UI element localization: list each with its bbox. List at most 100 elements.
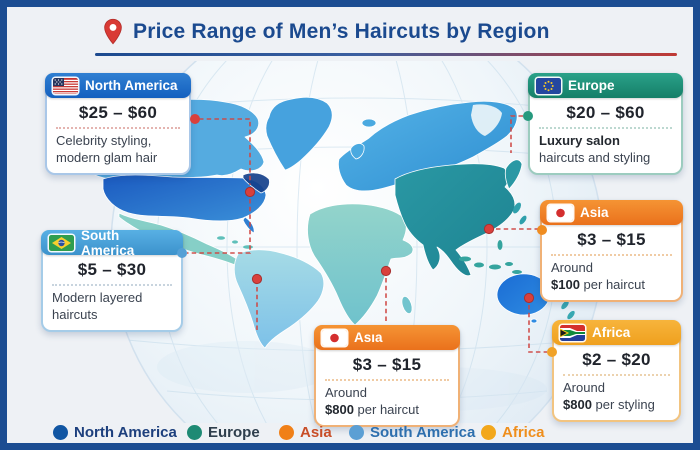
card-europe: Europe $20 – $60 Luxury salon haircuts a… [528, 73, 683, 176]
card-asia-east: Asia $3 – $15 Around $100 per haircut [540, 200, 683, 303]
region-label: North America [85, 78, 178, 93]
connector-dot-asia [537, 225, 547, 235]
card-divider [52, 284, 172, 286]
price-value: $5 – $30 [77, 260, 147, 279]
legend-dot-africa [481, 424, 496, 440]
card-north-america: North America $25 – $60 Celebrity stylin… [45, 73, 191, 176]
legend-dot-south-america [349, 424, 364, 440]
card-europe-header: Europe [528, 73, 683, 98]
legend-dot-north-america [53, 424, 68, 440]
card-asia-south: Asıa $3 – $15 Around $800 per haircut [314, 325, 460, 428]
card-africa: Africa $2 – $20 Around $800 per styling [552, 320, 681, 423]
card-description: Luxury salon haircuts and styling [539, 133, 651, 165]
connector-dot-europe [523, 111, 533, 121]
card-south-america: South America $5 – $30 Modern layered ha… [41, 227, 183, 333]
card-description: Around $800 per haircut [325, 385, 419, 417]
continent-south-america [233, 249, 325, 349]
legend-label-south-america: South America [370, 423, 476, 441]
connector-dot-south-america [177, 248, 187, 258]
card-asia-south-body: $3 – $15 Around $800 per haircut [316, 350, 458, 425]
region-label: South America [81, 227, 135, 258]
legend-dot-europe [187, 424, 202, 440]
japan-flag-icon [548, 204, 573, 221]
card-description: Around $800 per styling [563, 380, 655, 412]
south-africa-flag-icon [560, 324, 585, 341]
card-divider [563, 374, 670, 376]
connector-australia-to-africa-card [528, 305, 547, 353]
map-marker-north-america [244, 186, 256, 198]
region-label: Europe [568, 78, 615, 93]
price-value: $2 – $20 [582, 350, 651, 369]
eu-flag-icon [536, 77, 561, 94]
region-scandinavia [471, 104, 502, 136]
card-north-america-header: North America [45, 73, 191, 98]
region-usa-florida [242, 216, 255, 234]
legend-label-north-america: North America [74, 423, 177, 441]
japan-flag-icon [322, 329, 347, 346]
connector-north-america [199, 118, 251, 185]
region-usa [102, 174, 267, 222]
price-value: $3 – $15 [577, 230, 646, 249]
region-label: Asıa [354, 330, 383, 345]
legend-label-europe: Europe [208, 423, 260, 441]
card-europe-body: $20 – $60 Luxury salon haircuts and styl… [530, 98, 681, 173]
card-south-america-header: South America [41, 227, 183, 258]
legend-label-africa: Africa [502, 423, 545, 441]
connector-dot-north-america [190, 114, 200, 124]
card-asia-south-header: Asıa [314, 325, 460, 350]
card-asia-east-header: Asia [540, 200, 683, 225]
card-description: Celebrity styling, modern glam hair [56, 133, 158, 165]
card-description: Modern layered haircuts [52, 290, 143, 322]
brazil-flag-icon [49, 234, 74, 251]
map-marker-australia [523, 292, 535, 304]
card-divider [325, 379, 449, 381]
card-description: Around $100 per haircut [551, 260, 645, 292]
price-value: $20 – $60 [566, 103, 645, 122]
region-iceland [361, 118, 377, 128]
continent-asia [394, 163, 516, 277]
card-divider [56, 127, 180, 129]
continent-greenland [265, 96, 333, 171]
region-british-isles [350, 143, 365, 160]
price-value: $25 – $60 [78, 103, 158, 122]
card-asia-east-body: $3 – $15 Around $100 per haircut [542, 225, 681, 300]
card-divider [551, 254, 672, 256]
connector-dot-africa [547, 347, 557, 357]
card-africa-body: $2 – $20 Around $800 per styling [554, 345, 679, 420]
price-value: $3 – $15 [352, 355, 422, 374]
location-pin-icon [104, 18, 122, 45]
continent-europe [338, 100, 518, 192]
region-madagascar [401, 295, 413, 315]
region-arabia [406, 214, 437, 242]
legend-item-asia: Asia [279, 421, 332, 443]
map-marker-south-america [251, 273, 263, 285]
region-new-zealand [561, 300, 575, 320]
legend-item-africa: Africa [481, 421, 545, 443]
region-kamchatka [504, 159, 523, 190]
map-marker-asia [483, 223, 495, 235]
card-divider [539, 127, 672, 129]
connector-europe [510, 115, 523, 153]
title-row: Price Range of Men’s Haircuts by Region [104, 18, 550, 45]
region-japan [513, 202, 527, 225]
legend-dot-asia [279, 424, 294, 440]
usa-flag-icon [53, 77, 78, 94]
region-label: Asia [580, 205, 609, 220]
region-label: Africa [592, 325, 631, 340]
page-title: Price Range of Men’s Haircuts by Region [133, 19, 550, 43]
card-north-america-body: $25 – $60 Celebrity styling, modern glam… [47, 98, 189, 173]
legend-label-asia: Asia [300, 423, 332, 441]
region-southeast-asia-islands [459, 240, 522, 274]
continent-africa [307, 203, 414, 326]
legend-item-europe: Europe [187, 421, 260, 443]
card-africa-header: Africa [552, 320, 681, 345]
region-usa-northeast [242, 172, 270, 194]
map-marker-africa [380, 265, 392, 277]
caribbean-islands [217, 236, 253, 249]
region-tasmania [530, 318, 538, 324]
title-underline [95, 53, 677, 56]
legend-item-south-america: South America [349, 421, 475, 443]
legend-item-north-america: North America [53, 421, 177, 443]
connector-south-america-card [187, 199, 251, 254]
